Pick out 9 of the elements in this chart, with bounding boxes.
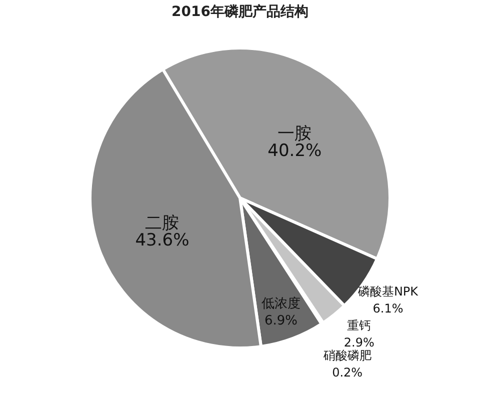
data-label: 2.9% <box>344 335 374 350</box>
data-label: 6.1% <box>372 301 404 316</box>
slice-label: 磷酸基NPK <box>356 284 420 298</box>
chart-title: 2016年磷肥产品结构 <box>172 3 308 20</box>
data-label: 6.9% <box>264 314 298 329</box>
slice-label: 低浓度 <box>261 296 300 312</box>
slice-label: 重钙 <box>347 318 372 332</box>
data-label: 0.2% <box>332 365 363 380</box>
slice-label: 硝酸磷肥 <box>322 348 372 362</box>
